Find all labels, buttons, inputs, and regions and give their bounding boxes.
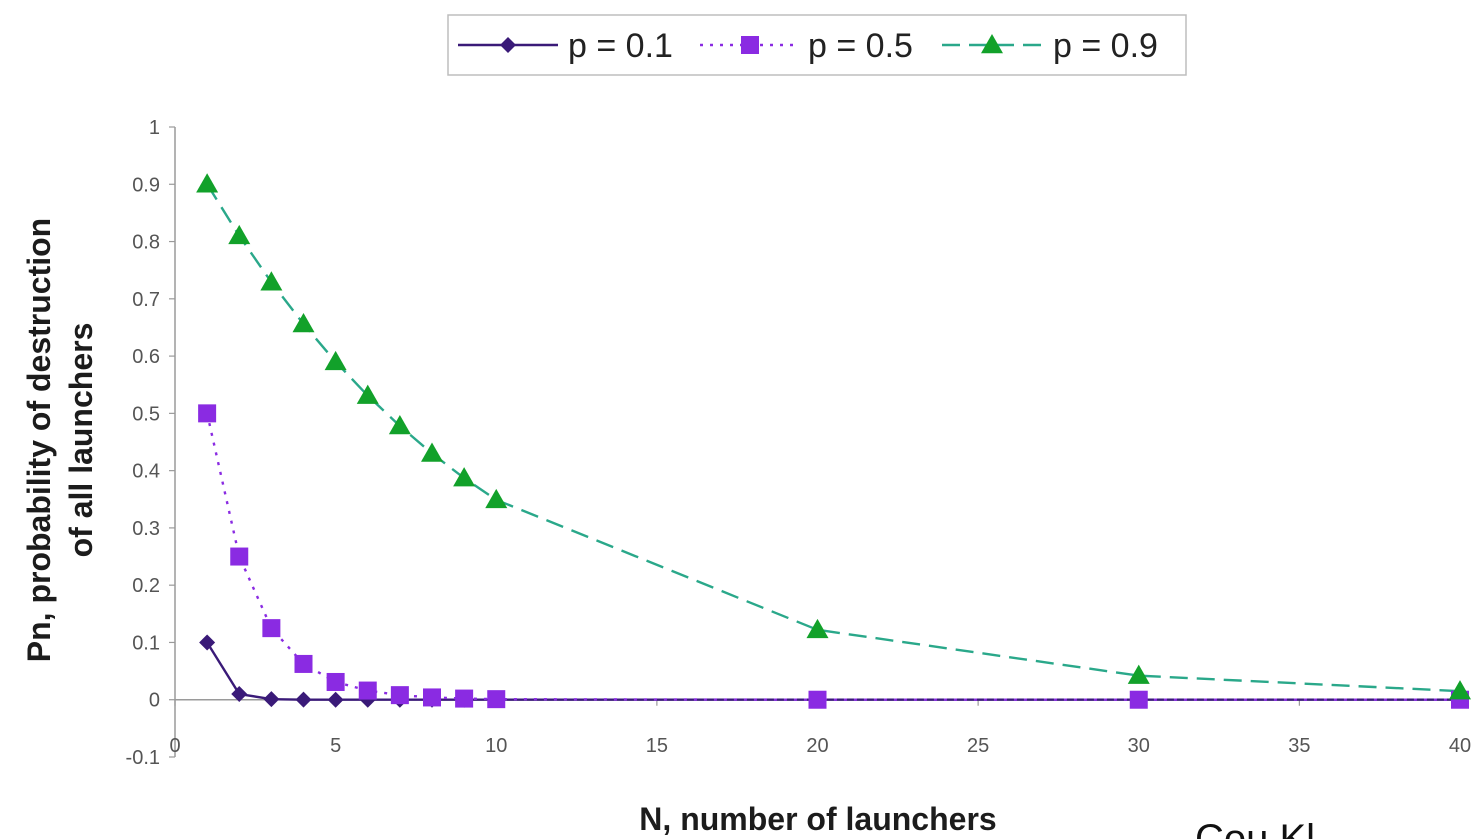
data-point-triangle: [1127, 664, 1150, 684]
data-point-triangle: [981, 34, 1003, 54]
data-point-triangle: [324, 350, 347, 371]
y-tick-label: 0.2: [132, 575, 160, 597]
data-point-triangle: [421, 442, 443, 462]
y-tick-label: 1: [149, 117, 160, 139]
y-tick-label: 0.7: [132, 289, 160, 311]
x-tick-label: 30: [1128, 735, 1150, 757]
data-point-triangle: [196, 173, 219, 193]
data-point-triangle: [260, 271, 283, 291]
data-point-triangle: [228, 224, 251, 245]
data-point-triangle: [1449, 680, 1471, 700]
data-point-square: [358, 681, 377, 700]
legend-label: p = 0.1: [568, 27, 673, 65]
y-tick-label: 0.4: [132, 461, 160, 483]
x-tick-label: 10: [485, 735, 507, 757]
y-tick-label: 0.5: [132, 403, 160, 425]
axis-titles: N, number of launchers Pn, probability of…: [21, 218, 997, 837]
data-point-square: [487, 690, 506, 709]
y-tick-label: 0.1: [132, 632, 160, 654]
legend: p = 0.1 p = 0.5 p = 0.9: [447, 14, 1187, 76]
y-tick-label: 0.3: [132, 518, 160, 540]
data-point-square: [230, 547, 249, 566]
data-point-triangle: [806, 618, 829, 639]
y-tick-label: 0.9: [132, 174, 160, 196]
data-point-square: [198, 404, 217, 423]
legend-box: [447, 14, 1187, 76]
y-tick-label: -0.1: [126, 747, 160, 769]
data-point-square: [262, 619, 281, 638]
data-point-square: [455, 689, 474, 708]
data-point-diamond: [231, 686, 248, 702]
data-point-square: [741, 36, 759, 54]
legend-label: p = 0.9: [1053, 27, 1158, 65]
x-tick-label: 35: [1288, 735, 1310, 757]
data-point-diamond: [327, 691, 344, 708]
axes: -0.100.10.20.30.40.50.60.70.80.910 5 10 15 2…: [126, 117, 1472, 769]
x-tick-label: 0: [169, 735, 180, 757]
x-axis-title: N, number of launchers: [639, 801, 996, 837]
data-point-square: [326, 672, 345, 691]
y-tick-label: 0: [149, 690, 160, 712]
y-tick-label: 0.8: [132, 232, 160, 254]
data-point-diamond: [500, 37, 516, 53]
y-tick-label: 0.6: [132, 346, 160, 368]
data-point-diamond: [295, 691, 312, 708]
data-point-triangle: [453, 467, 476, 487]
data-point-triangle: [485, 488, 508, 509]
data-point-diamond: [199, 634, 216, 651]
data-point-square: [423, 688, 441, 707]
y-axis-title-line1: Pn, probability of destruction: [21, 218, 57, 662]
x-tick-label: 15: [646, 735, 668, 757]
legend-label: p = 0.5: [808, 27, 913, 65]
x-tick-label: 25: [967, 735, 989, 757]
data-point-square: [1129, 690, 1148, 709]
data-point-triangle: [292, 313, 315, 333]
x-tick-label: 20: [806, 735, 828, 757]
data-point-diamond: [263, 691, 280, 708]
data-point-square: [390, 686, 409, 705]
series-line: [205, 413, 1460, 701]
data-point-triangle: [388, 414, 411, 435]
data-point-square: [294, 654, 313, 673]
x-tick-label: 40: [1449, 735, 1471, 757]
data-point-square: [808, 690, 827, 709]
y-axis-title-line2: of all launchers: [63, 323, 99, 558]
series-layer: [196, 173, 1471, 709]
series-line: [206, 183, 1461, 693]
data-point-triangle: [356, 384, 379, 404]
watermark-text: Cou Kl: [1195, 817, 1315, 839]
x-tick-label: 5: [330, 735, 341, 757]
